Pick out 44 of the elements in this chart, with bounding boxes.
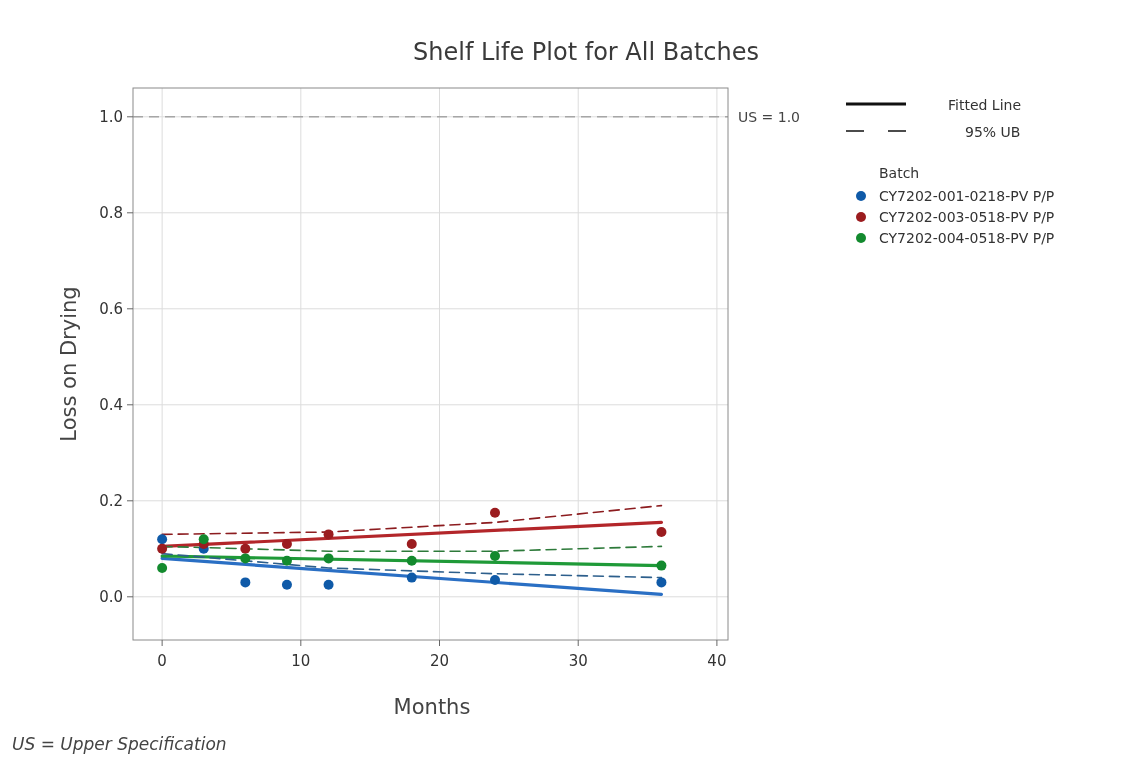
point (656, 560, 667, 571)
y-tick-label: 0.6 (99, 299, 123, 318)
text: Fitted Line (948, 97, 1022, 113)
point (157, 534, 168, 545)
legend-label: CY7202-003-0518-PV P/P (879, 209, 1055, 225)
point (198, 534, 209, 545)
y-tick-label: 1.0 (99, 107, 123, 126)
point (240, 553, 251, 564)
point (406, 555, 417, 566)
point (281, 539, 292, 549)
x-tick-label: 30 (568, 652, 588, 670)
x-tick-label: 10 (291, 652, 311, 670)
y-tick-label: 0.2 (99, 491, 123, 510)
point (489, 507, 500, 518)
point (656, 527, 667, 537)
x-tick-label: 0 (157, 652, 167, 670)
point (406, 539, 417, 549)
point (323, 553, 334, 564)
point (281, 555, 292, 566)
x-axis-title: Months (393, 695, 471, 719)
legend-label: CY7202-001-0218-PV P/P (879, 188, 1055, 204)
point (406, 572, 417, 583)
legend-title: Batch (879, 165, 920, 181)
y-tick-label: 0.0 (99, 587, 123, 606)
chart-title: Shelf Life Plot for All Batches (413, 38, 759, 66)
y-tick-label: 0.4 (99, 395, 123, 414)
point (157, 563, 168, 573)
text: 95% UB (965, 124, 1021, 140)
point (323, 529, 334, 540)
point (157, 543, 168, 554)
point (240, 577, 251, 588)
point (240, 543, 251, 554)
y-tick-label: 0.8 (99, 203, 123, 222)
legend-label: CY7202-004-0518-PV P/P (879, 230, 1055, 246)
text: US = Upper Specification (12, 734, 227, 754)
point (656, 577, 667, 588)
point (323, 579, 334, 590)
point (489, 575, 500, 585)
y-axis-title: Loss on Drying (57, 286, 81, 442)
ref-line-label: US = 1.0 (738, 108, 801, 125)
x-tick-label: 40 (707, 652, 727, 670)
point (489, 551, 500, 561)
x-tick-label: 20 (429, 652, 450, 670)
point (281, 579, 292, 590)
